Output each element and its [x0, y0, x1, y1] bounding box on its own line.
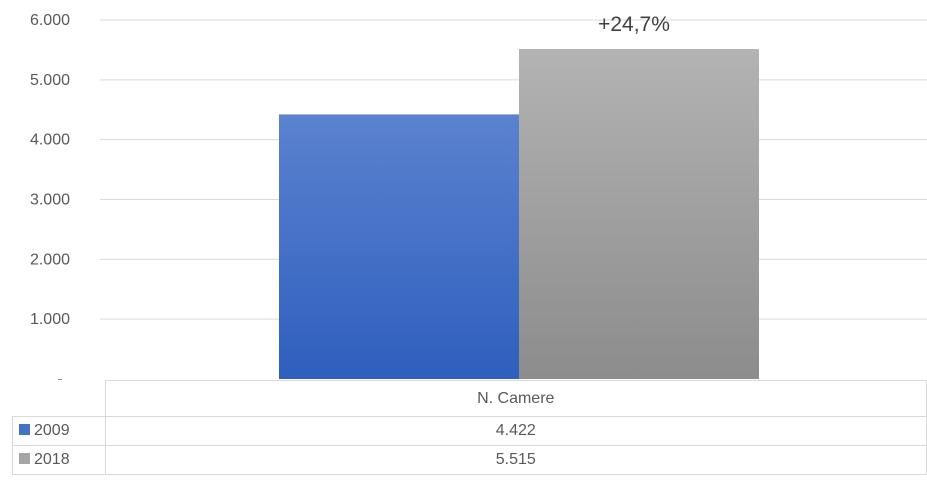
- y-tick-label: 2.000: [30, 251, 70, 268]
- data-table-corner: [12, 380, 106, 417]
- data-table-header-row: N. Camere: [12, 380, 927, 417]
- data-table-value-2009: 4.422: [104, 416, 927, 446]
- y-tick-label: 4.000: [30, 132, 70, 149]
- y-axis: - 1.000 2.000 3.000 4.000 5.000 6.000: [30, 12, 70, 380]
- data-table-header: N. Camere: [104, 380, 927, 417]
- bar-2018: [519, 49, 759, 379]
- legend-entry-2018: 2018: [12, 445, 106, 475]
- growth-annotation: +24,7%: [598, 13, 670, 36]
- y-tick-label: 3.000: [30, 192, 70, 209]
- data-table-row-2018: 2018 5.515: [12, 445, 927, 475]
- data-table-value-2018: 5.515: [104, 445, 927, 475]
- bars: [279, 49, 759, 380]
- data-table: N. Camere 2009 4.422 2018 5.515: [12, 380, 927, 475]
- legend-swatch-2018: [19, 453, 30, 464]
- bar-chart: - 1.000 2.000 3.000 4.000 5.000 6.000 +24,7%: [30, 12, 927, 380]
- y-tick-label: -: [57, 371, 62, 380]
- legend-label-2009: 2009: [34, 422, 70, 439]
- data-table-row-2009: 2009 4.422: [12, 416, 927, 446]
- y-tick-label: 6.000: [30, 12, 70, 29]
- bar-2009: [279, 114, 519, 380]
- y-tick-label: 1.000: [30, 311, 70, 328]
- legend-label-2018: 2018: [34, 451, 70, 468]
- y-tick-label: 5.000: [30, 72, 70, 89]
- legend-swatch-2009: [19, 424, 30, 435]
- legend-entry-2009: 2009: [12, 416, 106, 446]
